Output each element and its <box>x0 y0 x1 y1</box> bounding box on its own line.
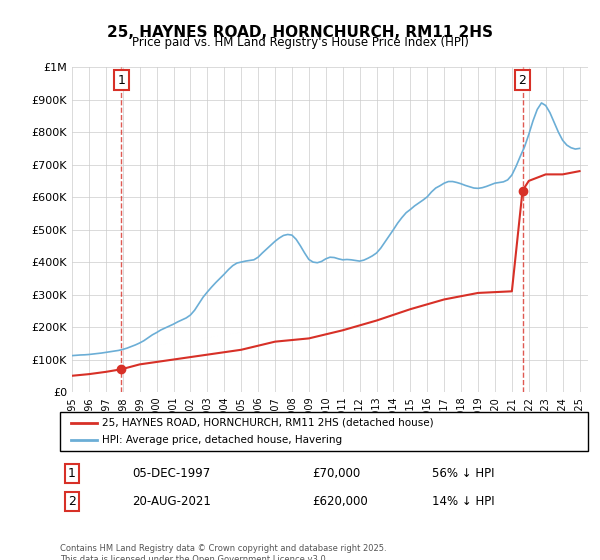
FancyBboxPatch shape <box>60 412 588 451</box>
Text: 2: 2 <box>518 74 526 87</box>
Text: 1: 1 <box>118 74 125 87</box>
Text: 14% ↓ HPI: 14% ↓ HPI <box>432 494 494 508</box>
Text: HPI: Average price, detached house, Havering: HPI: Average price, detached house, Have… <box>102 435 343 445</box>
Text: 05-DEC-1997: 05-DEC-1997 <box>132 466 210 480</box>
Text: Contains HM Land Registry data © Crown copyright and database right 2025.
This d: Contains HM Land Registry data © Crown c… <box>60 544 386 560</box>
Text: 1: 1 <box>68 466 76 480</box>
Text: 25, HAYNES ROAD, HORNCHURCH, RM11 2HS (detached house): 25, HAYNES ROAD, HORNCHURCH, RM11 2HS (d… <box>102 418 434 428</box>
Text: 20-AUG-2021: 20-AUG-2021 <box>132 494 211 508</box>
Text: Price paid vs. HM Land Registry's House Price Index (HPI): Price paid vs. HM Land Registry's House … <box>131 36 469 49</box>
Text: 56% ↓ HPI: 56% ↓ HPI <box>432 466 494 480</box>
Text: £70,000: £70,000 <box>312 466 360 480</box>
Text: 2: 2 <box>68 494 76 508</box>
Text: £620,000: £620,000 <box>312 494 368 508</box>
Text: 25, HAYNES ROAD, HORNCHURCH, RM11 2HS: 25, HAYNES ROAD, HORNCHURCH, RM11 2HS <box>107 25 493 40</box>
